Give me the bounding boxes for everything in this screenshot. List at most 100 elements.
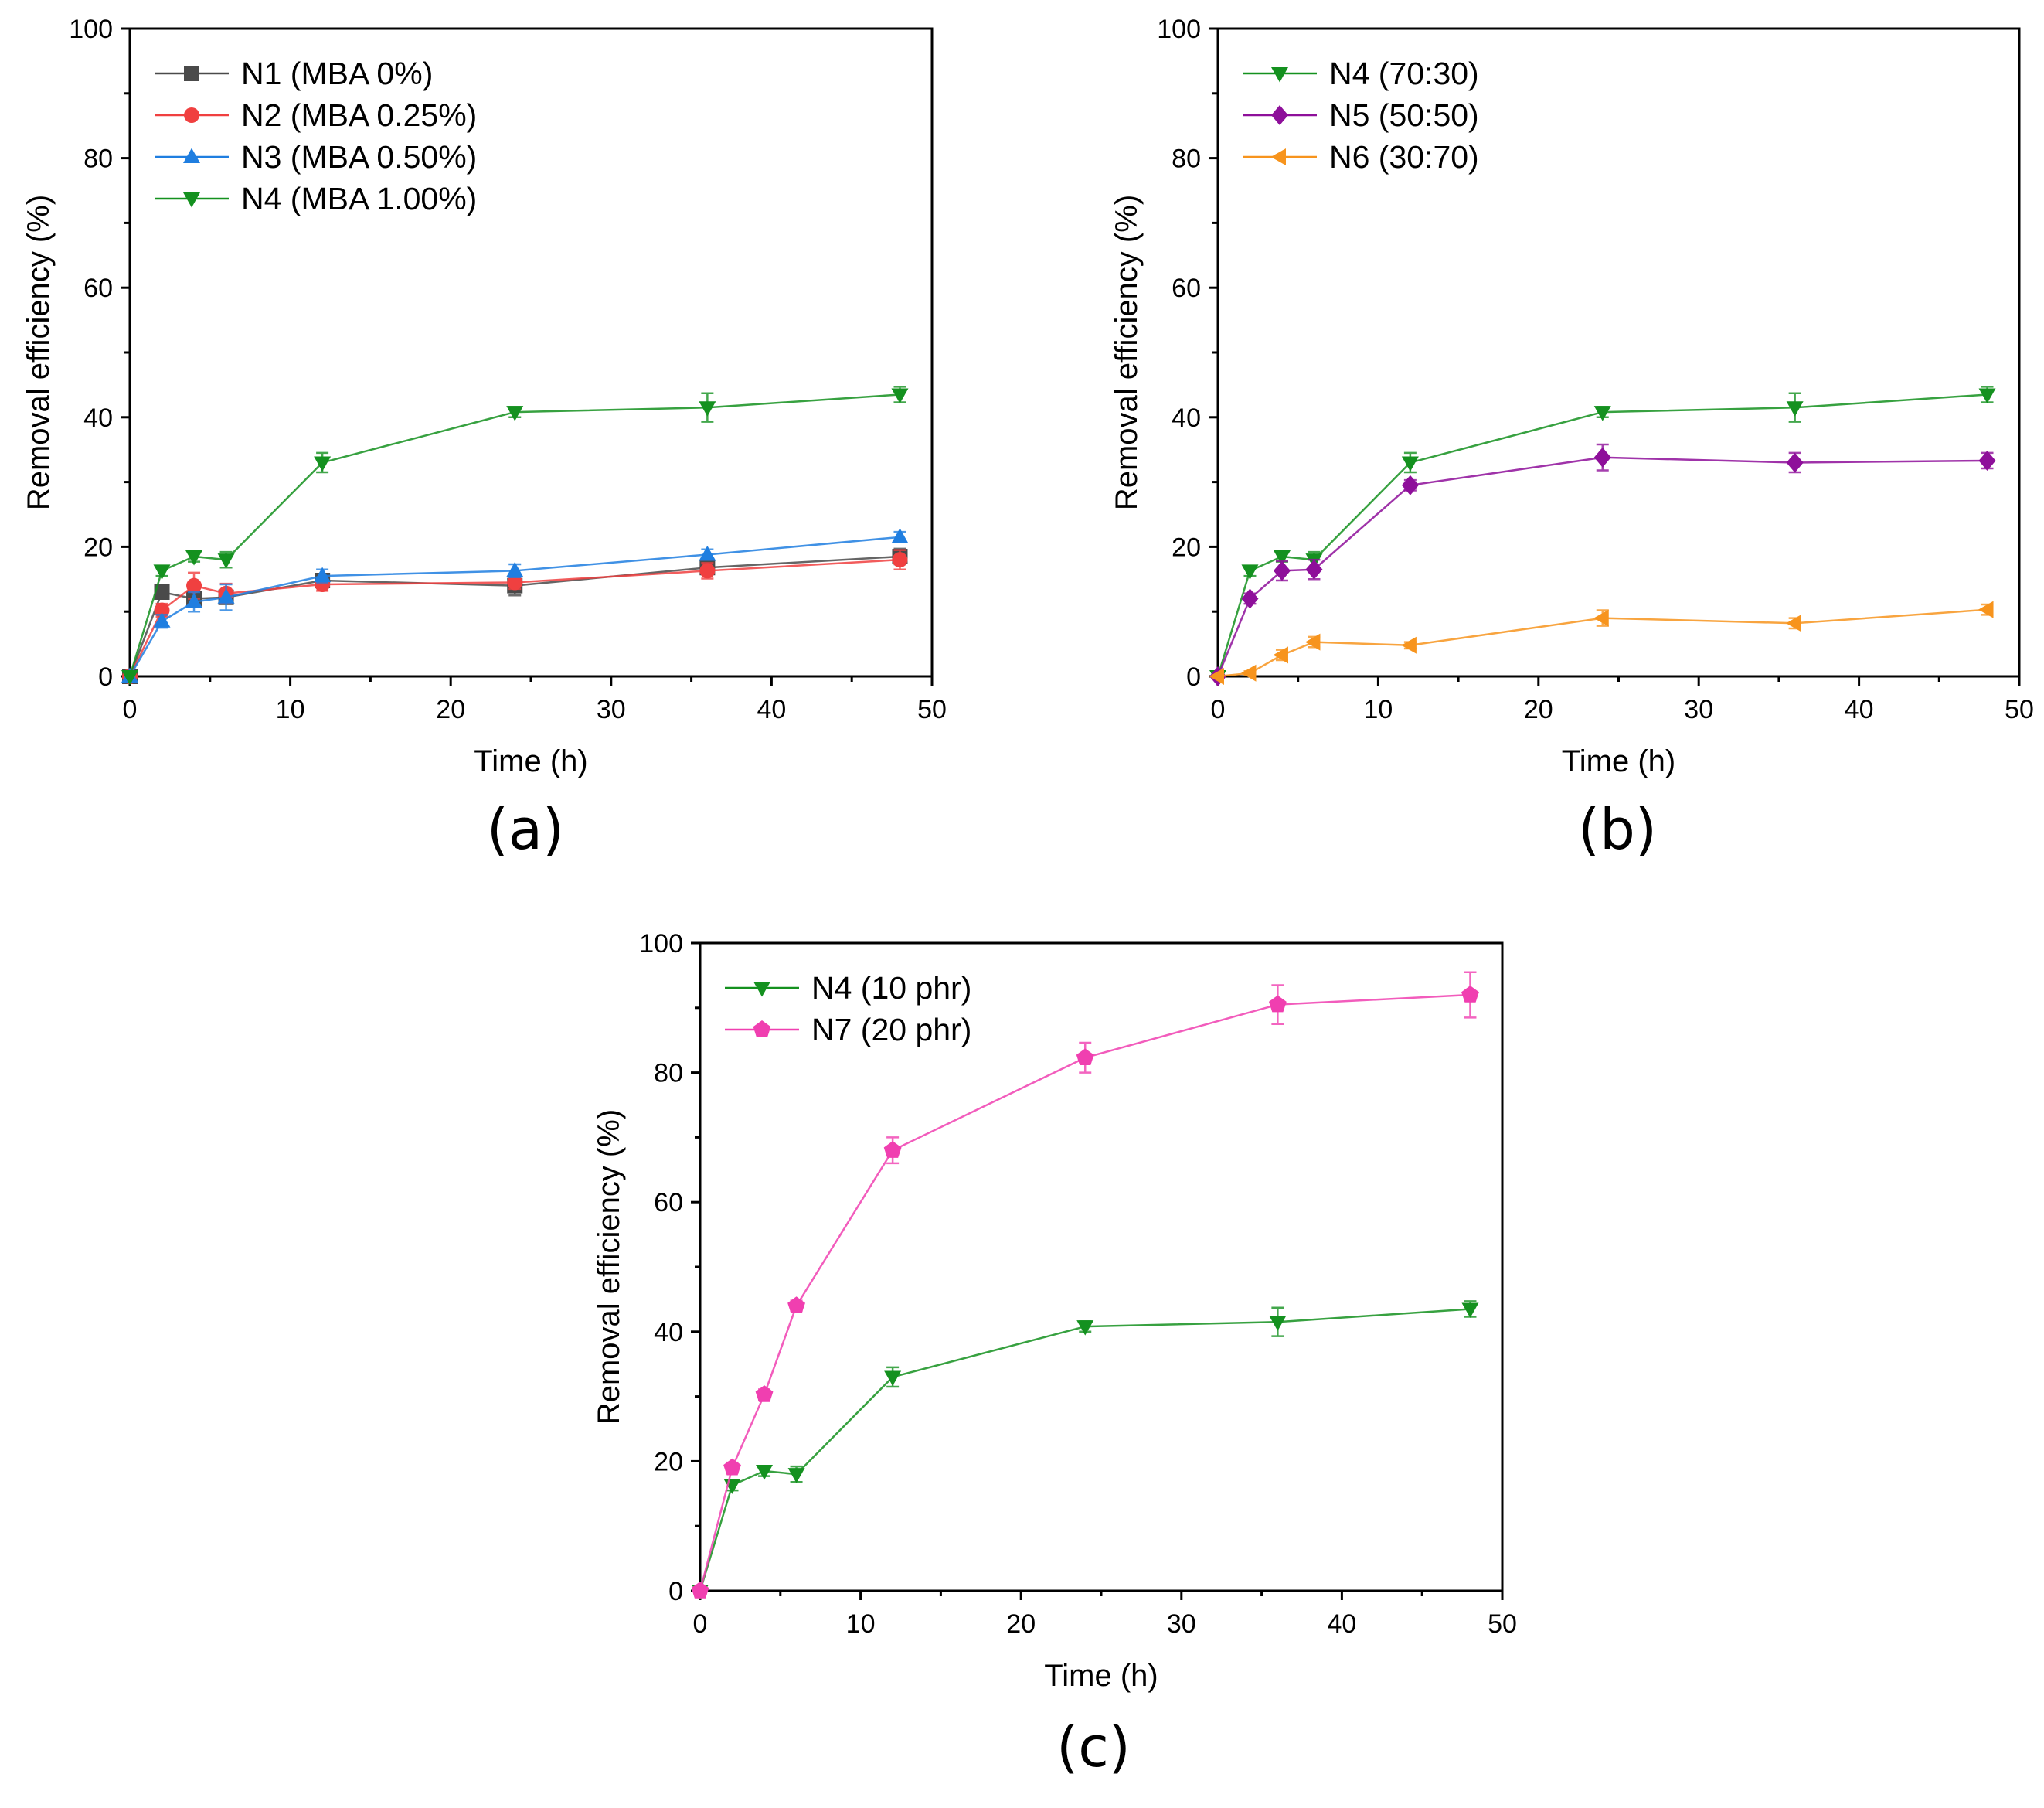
- data-point: [723, 1458, 741, 1476]
- legend-marker: [753, 982, 770, 997]
- legend-marker: [1270, 148, 1286, 165]
- data-point: [1978, 450, 1996, 471]
- panel-label: (c): [1056, 1714, 1131, 1779]
- x-tick-label: 30: [1684, 695, 1713, 724]
- series-line: [699, 993, 1471, 1592]
- data-point: [891, 388, 909, 403]
- series-n4: [692, 1300, 1479, 1600]
- data-point: [1076, 1320, 1094, 1336]
- data-point: [153, 612, 171, 628]
- data-point: [1786, 452, 1804, 473]
- data-point: [507, 574, 523, 591]
- panel-b-chart: 0 10 20 30 40 50 0 20 40 60 80 100 Time (h) Removal e…: [1110, 15, 2034, 862]
- legend-marker: [753, 1020, 771, 1037]
- data-point: [1401, 636, 1417, 654]
- x-tick-label: 40: [757, 695, 786, 724]
- data-point: [699, 545, 716, 561]
- data-point: [1593, 406, 1611, 421]
- data-point: [314, 567, 332, 583]
- data-point: [1978, 388, 1996, 403]
- legend-marker: [184, 107, 199, 123]
- x-tick-label: 10: [276, 695, 305, 724]
- data-point: [884, 1370, 902, 1386]
- data-point: [1241, 588, 1259, 609]
- data-point: [153, 564, 171, 580]
- data-point: [1241, 564, 1259, 580]
- data-point: [1305, 559, 1323, 580]
- data-point: [891, 528, 909, 543]
- x-tick-label: 10: [846, 1609, 876, 1639]
- panel-label: (b): [1578, 797, 1657, 862]
- y-tick-label: 0: [1186, 662, 1201, 692]
- y-tick-label: 100: [1157, 15, 1201, 44]
- data-point: [787, 1468, 805, 1483]
- data-point: [755, 1385, 774, 1402]
- legend-marker: [1271, 105, 1288, 125]
- data-point: [1401, 456, 1419, 472]
- x-axis-label: Time (h): [1044, 1659, 1158, 1693]
- data-point: [506, 406, 524, 421]
- data-point: [1593, 609, 1609, 627]
- y-axis-label: Removal efficiency (%): [592, 1109, 626, 1425]
- legend-label: N4 (10 phr): [811, 970, 971, 1006]
- y-tick-label: 0: [668, 1577, 683, 1606]
- x-tick-label: 50: [1488, 1609, 1517, 1639]
- legend: N4 (10 phr) N7 (20 phr): [725, 970, 971, 1047]
- legend-label: N4 (MBA 1.00%): [241, 181, 477, 216]
- legend-label: N1 (MBA 0%): [241, 56, 433, 91]
- data-point: [756, 1464, 774, 1480]
- x-tick-label: 50: [2005, 695, 2034, 724]
- series-line: [699, 1308, 1471, 1592]
- series-line: [1216, 393, 1988, 677]
- data-point: [506, 561, 524, 577]
- data-point: [1269, 1316, 1287, 1331]
- y-axis-label: Removal efficiency (%): [1110, 195, 1144, 510]
- y-tick-label: 60: [1172, 274, 1201, 303]
- data-point: [1593, 447, 1611, 468]
- data-point: [1786, 615, 1801, 632]
- legend-marker: [183, 148, 200, 163]
- data-point: [691, 1582, 709, 1599]
- y-tick-label: 20: [654, 1447, 683, 1476]
- series-n7: [691, 971, 1479, 1599]
- y-tick-label: 100: [69, 15, 113, 44]
- data-point: [1304, 633, 1321, 651]
- x-tick-label: 20: [436, 695, 465, 724]
- data-point: [1209, 668, 1224, 685]
- y-tick-label: 20: [1172, 533, 1201, 562]
- legend-label: N7 (20 phr): [811, 1012, 971, 1047]
- x-tick-label: 10: [1363, 695, 1393, 724]
- data-point: [121, 670, 138, 686]
- panel-label: (a): [487, 797, 564, 862]
- x-tick-label: 20: [1006, 1609, 1036, 1639]
- data-point: [1273, 646, 1288, 664]
- y-tick-label: 40: [654, 1318, 683, 1347]
- panel-c-chart: 0 10 20 30 40 50 0 20 40 60 80 100 Time (h) Removal e…: [592, 929, 1517, 1779]
- x-axis-label: Time (h): [474, 744, 587, 778]
- series-n3: [121, 528, 909, 683]
- series-line: [128, 536, 900, 677]
- legend-label: N4 (70:30): [1329, 56, 1479, 91]
- x-axis-label: Time (h): [1562, 744, 1675, 778]
- data-point: [154, 584, 170, 601]
- data-point: [1273, 560, 1291, 581]
- data-point: [883, 1141, 902, 1158]
- y-tick-label: 20: [83, 533, 113, 562]
- x-tick-label: 20: [1524, 695, 1553, 724]
- data-point: [787, 1296, 805, 1313]
- series-n4: [121, 386, 909, 686]
- y-tick-label: 80: [654, 1059, 683, 1088]
- data-point: [185, 550, 203, 566]
- x-tick-label: 50: [917, 695, 947, 724]
- x-tick-label: 0: [123, 695, 138, 724]
- data-point: [1461, 1302, 1479, 1318]
- legend-label: N5 (50:50): [1329, 97, 1479, 133]
- y-tick-label: 80: [83, 145, 113, 174]
- y-tick-label: 60: [83, 274, 113, 303]
- data-point: [1273, 550, 1291, 566]
- series-n6: [1209, 601, 1994, 685]
- data-point: [892, 552, 908, 568]
- data-point: [314, 456, 332, 472]
- data-point: [186, 577, 202, 594]
